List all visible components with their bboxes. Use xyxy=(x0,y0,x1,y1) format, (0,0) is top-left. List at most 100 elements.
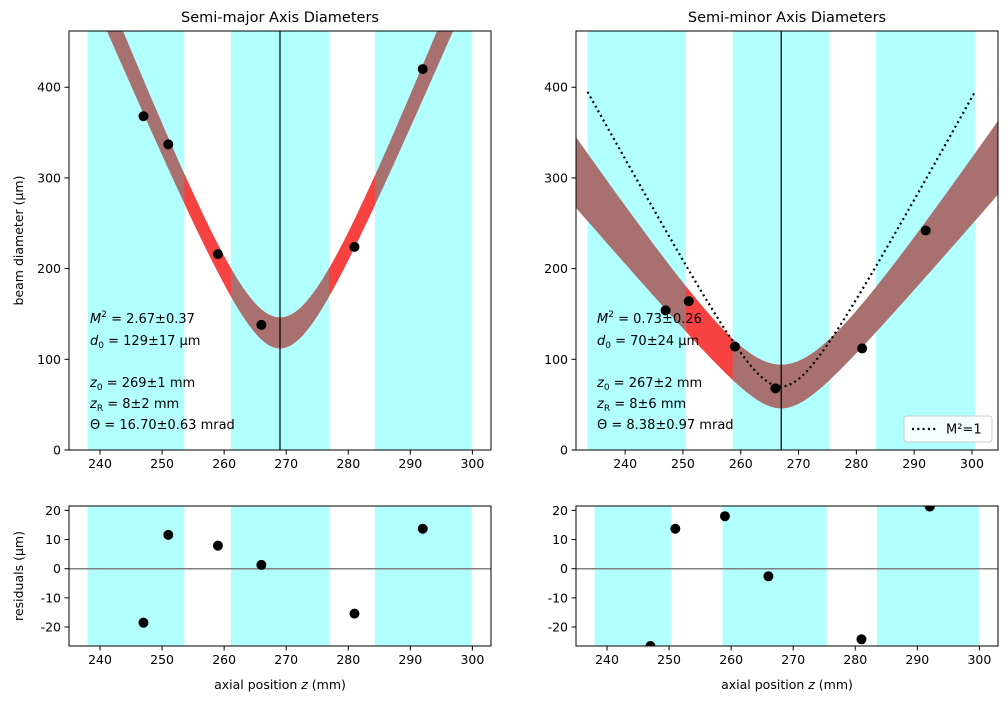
chart-title: Semi-major Axis Diameters xyxy=(181,10,379,26)
plot-area xyxy=(69,506,491,646)
m2-value: M2 = 0.73±0.26 xyxy=(597,310,702,327)
d0-value: d0 = 129±17 µm xyxy=(90,334,200,351)
data-point xyxy=(645,641,656,646)
x-tick-label: 270 xyxy=(274,456,298,471)
y-tick-label: 300 xyxy=(37,170,61,185)
data-point xyxy=(256,319,267,330)
shaded-region xyxy=(374,31,472,450)
x-tick-label: 290 xyxy=(398,456,422,471)
data-point xyxy=(770,383,781,394)
x-tick-label: 240 xyxy=(88,456,112,471)
semi-minor-residuals-panel: 240 250 260 270 280 290 300 -20 -10 0 10 20 axial po… xyxy=(548,503,999,692)
y-tick-label: 0 xyxy=(560,443,568,458)
y-tick-label: 400 xyxy=(37,80,61,95)
data-point xyxy=(857,343,868,354)
axes-frame xyxy=(575,30,999,451)
theta-value: Θ = 8.38±0.97 mrad xyxy=(597,418,734,433)
x-tick-label: 300 xyxy=(460,652,484,667)
x-tick-label: 270 xyxy=(274,652,298,667)
y-tick-label: 200 xyxy=(544,261,568,276)
y-tick-label: 300 xyxy=(544,170,568,185)
chart-title: Semi-minor Axis Diameters xyxy=(688,10,886,26)
data-point xyxy=(349,241,360,252)
m2-value: M2 = 2.67±0.37 xyxy=(90,310,195,327)
data-point xyxy=(256,559,267,570)
y-tick-label: 20 xyxy=(552,503,568,518)
data-point xyxy=(924,506,935,512)
data-point xyxy=(163,139,174,150)
x-tick-label: 240 xyxy=(88,652,112,667)
fit-results-annotation: M2 = 2.67±0.37 d0 = 129±17 µm z0 = 269±1 m… xyxy=(89,310,235,433)
data-point xyxy=(660,305,671,316)
y-tick-label: 0 xyxy=(53,561,61,576)
data-point xyxy=(670,523,681,534)
axes-frame xyxy=(575,505,999,647)
zr-value: zR = 8±2 mm xyxy=(89,397,179,414)
x-tick-label: 240 xyxy=(613,456,637,471)
x-axis-label: axial position z (mm) xyxy=(721,677,853,692)
x-tick-label: 300 xyxy=(960,456,984,471)
data-point xyxy=(212,540,223,551)
data-point xyxy=(138,111,149,122)
data-point xyxy=(212,249,223,260)
x-tick-label: 260 xyxy=(212,652,236,667)
y-tick-label: 100 xyxy=(544,352,568,367)
data-point xyxy=(920,225,931,236)
waist-region-band xyxy=(230,268,330,349)
x-tick-label: 240 xyxy=(595,652,619,667)
shaded-region xyxy=(876,506,979,646)
x-tick-label: 270 xyxy=(781,652,805,667)
y-tick-label: 20 xyxy=(45,503,61,518)
y-tick-label: -20 xyxy=(548,620,568,635)
y-tick-label: -10 xyxy=(548,590,568,605)
x-tick-label: 280 xyxy=(843,652,867,667)
theta-value: Θ = 16.70±0.63 mrad xyxy=(90,418,235,433)
legend-label: M²=1 xyxy=(946,423,982,438)
z0-value: z0 = 267±2 mm xyxy=(596,376,702,393)
x-tick-label: 290 xyxy=(905,652,929,667)
y-tick-label: 200 xyxy=(37,261,61,276)
y-tick-label: 0 xyxy=(560,561,568,576)
x-axis-label: axial position z (mm) xyxy=(214,677,346,692)
axes-frame xyxy=(68,30,492,451)
data-point xyxy=(417,64,428,75)
shaded-region xyxy=(87,506,185,646)
y-tick-label: 0 xyxy=(53,443,61,458)
semi-minor-axis-panel: 240 250 260 270 280 290 300 0 100 200 300 400 Semi-m… xyxy=(544,10,999,471)
plot-area xyxy=(576,31,998,450)
fit-uncertainty-band xyxy=(576,120,998,409)
x-tick-label: 280 xyxy=(336,456,360,471)
x-tick-label: 280 xyxy=(336,652,360,667)
data-point xyxy=(417,523,428,534)
y-tick-label: 10 xyxy=(45,532,61,547)
y-tick-label: 10 xyxy=(552,532,568,547)
shaded-region xyxy=(594,506,671,646)
x-tick-label: 250 xyxy=(657,652,681,667)
shaded-region xyxy=(230,506,330,646)
data-point xyxy=(138,617,149,628)
x-tick-label: 250 xyxy=(150,456,174,471)
data-point xyxy=(719,511,730,522)
x-tick-label: 270 xyxy=(787,456,811,471)
y-tick-label: -20 xyxy=(41,620,61,635)
x-tick-label: 250 xyxy=(150,652,174,667)
plot-area xyxy=(576,506,998,646)
y-tick-label: 400 xyxy=(544,80,568,95)
shaded-region xyxy=(87,31,185,450)
x-tick-label: 300 xyxy=(967,652,991,667)
legend: M²=1 xyxy=(903,415,993,443)
plot-area xyxy=(87,31,472,450)
data-point xyxy=(163,529,174,540)
y-tick-label: -10 xyxy=(41,590,61,605)
x-tick-label: 280 xyxy=(844,456,868,471)
y-tick-label: 100 xyxy=(37,352,61,367)
zr-value: zR = 8±6 mm xyxy=(596,397,686,414)
y-axis-label: residuals (µm) xyxy=(11,531,26,621)
semi-major-axis-panel: 240 250 260 270 280 290 300 0 100 200 300 400 Semi-m… xyxy=(11,10,492,471)
shaded-region xyxy=(722,506,827,646)
x-tick-label: 290 xyxy=(902,456,926,471)
x-tick-label: 260 xyxy=(729,456,753,471)
x-tick-label: 290 xyxy=(398,652,422,667)
x-tick-label: 300 xyxy=(460,456,484,471)
